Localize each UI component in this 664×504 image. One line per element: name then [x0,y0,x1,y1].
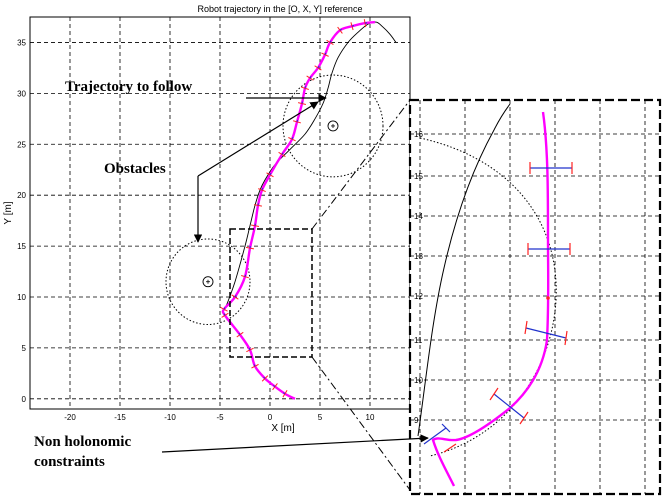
obstacle-boundary [282,74,384,178]
robot-heading-marker [339,28,342,31]
annotation-nonholonomic-text-2: constraints [34,454,105,470]
chart-title: Robot trajectory in the [O, X, Y] refere… [198,4,363,14]
x-tick-labels: -20 -15 -10 -5 0 5 10 [64,413,375,422]
robot-heading-marker [317,65,320,69]
y-tick-label: 20 [17,191,26,200]
y-tick-label: 0 [22,395,27,404]
x-tick-label: -5 [216,413,224,422]
robot-heading-marker [223,313,226,316]
robot-heading-marker [238,332,241,335]
robot-heading-marker [248,347,251,351]
robot-heading-marker [283,392,286,395]
robot-heading-marker [351,25,355,27]
x-axis-label: X [m] [271,423,295,434]
main-grid [30,17,410,409]
robot-heading-marker [324,52,327,55]
y-tick-labels: 0 5 10 15 20 25 30 35 [17,38,26,403]
inset-y-tick-label: 13 [414,252,423,261]
inset-pose-marker [524,320,568,346]
inset-y-tick-label: 16 [414,130,423,139]
robot-heading-marker [234,295,237,298]
robot-heading-marker [223,307,226,310]
inset-frame [408,98,662,496]
inset-obstacle-arc [419,137,557,457]
annotation-obstacles: Obstacles [104,101,319,243]
inset-y-tick-label: 11 [414,336,423,345]
annotation-nonholonomic: Non holonomic constraints [34,434,429,470]
zoom-link-top [311,99,411,230]
obstacle-center [202,276,214,288]
robot-heading-marker [273,384,276,387]
inset-pose-marker [489,387,529,425]
x-tick-label: 10 [366,413,375,422]
main-axes: -20 -15 -10 -5 0 5 10 0 5 10 15 20 25 30 35 [17,16,411,491]
robot-pose-marker [282,390,288,398]
annotation-obstacles-text: Obstacles [104,161,166,177]
robot-heading-marker [329,40,332,43]
robot-heading-marker [291,137,294,140]
robot-heading-marker [244,274,247,277]
x-tick-label: -15 [114,413,126,422]
robot-heading-marker [304,86,307,89]
inset-y-tick-label: 10 [414,376,423,385]
robot-heading-marker [263,376,266,379]
inset-y-tick-label: 12 [414,292,423,301]
inset-y-tick-label: 15 [414,172,423,181]
y-tick-label: 5 [22,344,27,353]
inset-pose-marker [529,162,573,174]
annotation-trajectory-text: Trajectory to follow [65,79,192,95]
y-tick-label: 10 [17,293,26,302]
inset-pose-marker [527,243,571,255]
inset-robot-line [431,111,550,487]
x-tick-label: 5 [318,413,323,422]
y-tick-label: 25 [17,140,26,149]
robot-heading-marker [281,152,284,155]
y-tick-label: 35 [17,38,26,47]
y-tick-label: 30 [17,89,26,98]
robot-heading-marker [269,172,272,176]
obstacle-boundary [165,238,251,325]
obstacles-layer [165,74,384,325]
robot-heading-marker [296,119,299,123]
y-tick-label: 15 [17,242,26,251]
inset-grid [410,100,660,494]
inset-panel: 16 15 14 13 12 11 10 9 [408,98,662,496]
zoom-link-bottom [311,356,411,491]
annotation-nonholonomic-text-1: Non holonomic [34,434,131,450]
inset-robot-point [546,296,550,300]
y-axis-label: Y [m] [3,201,14,224]
x-tick-label: -20 [64,413,76,422]
robot-heading-marker [309,76,312,79]
robot-pose-markers [220,19,368,398]
zoom-region-box [229,228,313,358]
inset-y-tick-label: 9 [414,416,419,425]
robot-heading-marker [253,364,256,367]
inset-y-tick-label: 14 [414,212,423,221]
robot-heading-marker [261,188,264,191]
x-tick-label: -10 [164,413,176,422]
annotation-trajectory: Trajectory to follow [65,79,327,103]
x-tick-label: 0 [268,413,273,422]
inset-reference-line [417,103,511,437]
obstacle-center [327,120,339,132]
inset-y-tick-labels: 16 15 14 13 12 11 10 9 [414,130,423,425]
